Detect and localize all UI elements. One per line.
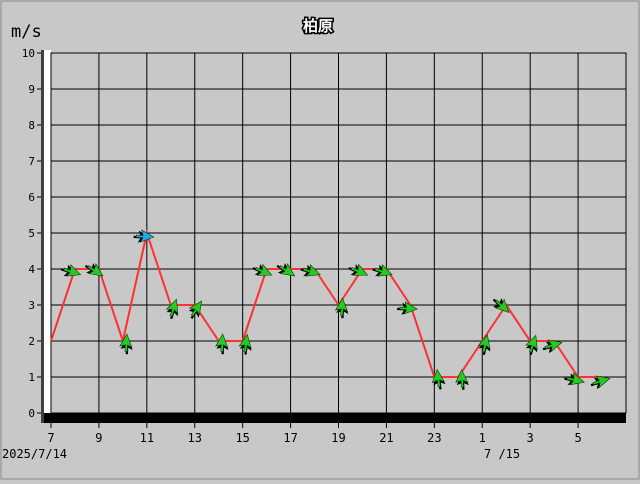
y-tick-label: 0: [28, 407, 35, 420]
y-tick-label: 9: [28, 83, 35, 96]
date-label-next: 7 /15: [484, 447, 520, 461]
y-tick-label: 10: [22, 47, 35, 60]
wind-arrow-marker: [590, 375, 611, 390]
wind-arrow-marker: [188, 300, 203, 320]
wind-arrow-marker: [238, 333, 252, 355]
wind-arrow: [254, 263, 273, 276]
wind-arrow: [188, 300, 203, 317]
wind-arrow: [350, 263, 369, 276]
wind-arrow: [119, 333, 133, 352]
wind-arrow-marker: [492, 298, 510, 314]
wind-arrow-marker: [334, 297, 349, 319]
wind-arrow-marker: [252, 263, 273, 276]
x-tick-label: 11: [140, 431, 154, 445]
wind-arrow: [494, 298, 510, 314]
wind-arrow-marker: [525, 334, 538, 356]
x-tick-label: 7: [47, 431, 54, 445]
y-tick-label: 3: [28, 299, 35, 312]
y-tick-label: 7: [28, 155, 35, 168]
x-tick-label: 17: [283, 431, 297, 445]
wind-arrow: [431, 368, 446, 388]
wind-arrow: [525, 334, 538, 353]
x-tick-label: 13: [188, 431, 202, 445]
y-axis-unit-label: m/s: [11, 22, 42, 42]
plot-shadow-edge: [41, 50, 44, 423]
wind-arrow: [566, 372, 585, 386]
wind-arrow-marker: [348, 263, 369, 276]
y-tick-label: 6: [28, 191, 35, 204]
x-tick-label: 5: [574, 431, 581, 445]
wind-arrow-marker: [276, 263, 296, 277]
series-line: [50, 229, 603, 378]
x-tick-label: 21: [379, 431, 393, 445]
plot-shadow-left: [41, 50, 51, 423]
wind-arrow: [544, 339, 563, 353]
y-tick-label: 4: [28, 263, 35, 276]
wind-arrow-marker: [84, 263, 104, 277]
x-tick-label: 1: [479, 431, 486, 445]
wind-arrow: [334, 297, 349, 316]
x-tick-label: 19: [331, 431, 345, 445]
wind-arrow: [477, 334, 491, 353]
wind-arrow: [302, 264, 321, 277]
wind-arrow-marker: [300, 264, 321, 277]
wind-arrow-marker: [372, 264, 393, 277]
chart-title: 柏原: [303, 17, 333, 35]
wind-arrow-marker: [455, 369, 469, 390]
x-tick-label: 9: [95, 431, 102, 445]
wind-arrow: [592, 375, 611, 389]
date-label-start: 2025/7/14: [2, 447, 67, 461]
wind-arrow-marker: [542, 339, 563, 354]
wind-arrow-marker: [477, 334, 491, 355]
wind-arrow: [278, 263, 296, 277]
wind-arrow-marker: [165, 298, 179, 320]
y-tick-label: 2: [28, 335, 35, 348]
x-tick-label: 15: [235, 431, 249, 445]
wind-arrow: [455, 369, 469, 388]
y-tick-label: 8: [28, 119, 35, 132]
wind-arrow-marker: [564, 372, 585, 386]
wind-arrow: [374, 264, 393, 277]
wind-arrow-marker: [215, 333, 229, 355]
wind-arrow: [215, 333, 229, 352]
wind-arrow-marker: [397, 301, 419, 315]
wind-arrow: [165, 298, 179, 317]
wind-arrow: [63, 264, 82, 277]
wind-arrow-marker: [133, 229, 155, 243]
y-tick-label: 5: [28, 227, 35, 240]
x-tick-label: 3: [527, 431, 534, 445]
wind-arrow-marker: [60, 264, 82, 277]
y-tick-label: 1: [28, 371, 35, 384]
x-tick-label: 23: [427, 431, 441, 445]
wind-arrow: [238, 333, 252, 353]
wind-arrow: [135, 229, 155, 243]
wind-arrow-marker: [119, 333, 133, 355]
wind-arrow: [87, 263, 104, 277]
plot-shadow-bottom: [41, 413, 626, 423]
wind-arrow: [399, 301, 419, 315]
wind-arrow-marker: [431, 368, 446, 390]
